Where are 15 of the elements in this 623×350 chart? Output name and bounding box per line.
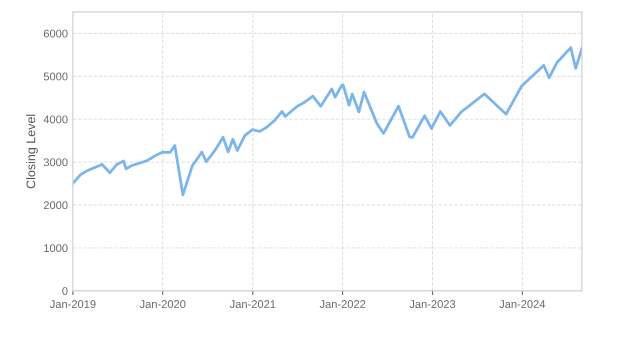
y-axis-title: Closing Level — [26, 114, 38, 188]
y-tick-label: 5000 — [44, 72, 68, 80]
x-tick-label: Jan-2022 — [320, 300, 366, 308]
y-tick-label: 1000 — [44, 244, 68, 252]
y-tick-label: 2000 — [44, 201, 68, 210]
y-tick-label: 6000 — [44, 30, 68, 38]
y-tick-label: 3000 — [44, 158, 68, 166]
y-tick-label: 4000 — [44, 115, 68, 124]
line-series — [72, 46, 582, 196]
x-tick-label: Jan-2019 — [50, 300, 96, 308]
x-tick-label: Jan-2024 — [499, 300, 546, 308]
x-tick-label: Jan-2020 — [140, 300, 186, 308]
x-tick-label: Jan-2023 — [409, 300, 456, 308]
x-tick-label: Jan-2021 — [230, 300, 276, 308]
y-tick-label: 0 — [62, 287, 68, 295]
